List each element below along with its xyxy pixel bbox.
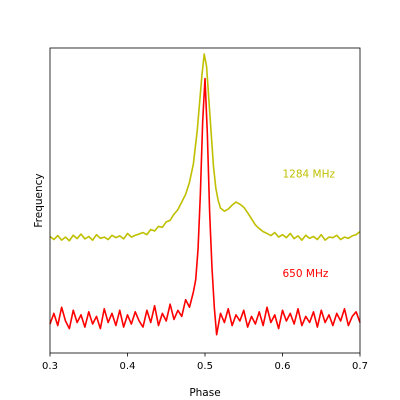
x-tick-label: 0.7 <box>352 361 368 372</box>
series-label-1284-mhz: 1284 MHz <box>283 169 336 181</box>
series-layer <box>49 53 361 336</box>
annotations: 1284 MHz 650 MHz <box>283 169 336 280</box>
series-line-650-mhz <box>49 77 361 336</box>
series-label-650-mhz: 650 MHz <box>283 268 329 280</box>
x-tick-label: 0.3 <box>42 361 58 372</box>
y-axis-label: Frequency <box>33 173 45 227</box>
plot-background <box>50 48 360 353</box>
x-axis-label: Phase <box>189 387 220 399</box>
x-tick-label: 0.4 <box>120 361 136 372</box>
x-axis: 0.3 0.4 0.5 0.6 0.7 <box>42 353 368 372</box>
series-line-1284-mhz <box>49 53 361 242</box>
x-tick-label: 0.6 <box>275 361 291 372</box>
x-tick-label: 0.5 <box>197 361 213 372</box>
